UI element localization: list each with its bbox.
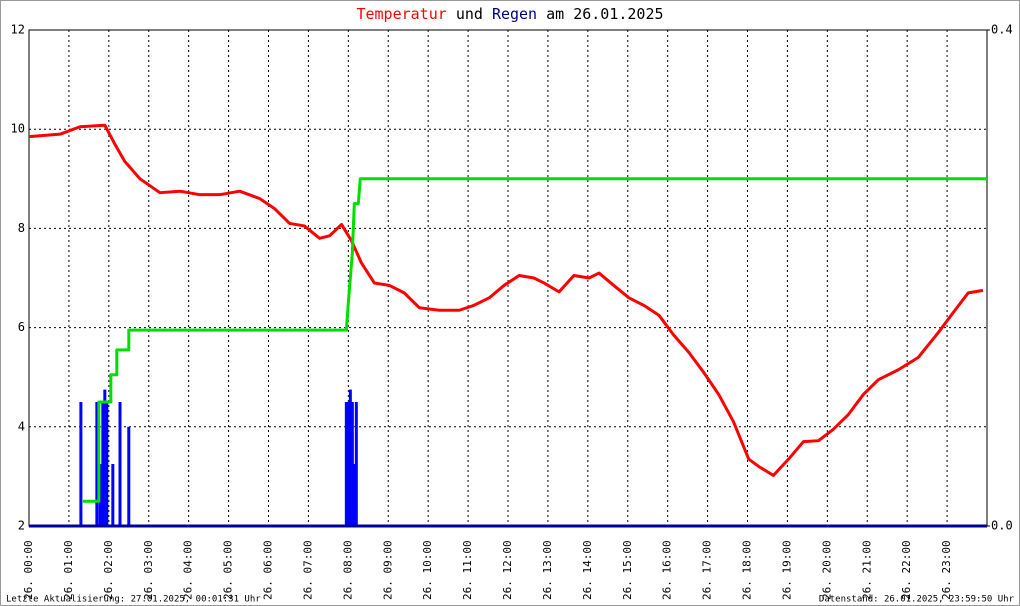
x-tick-label: 26. 11:00	[461, 540, 474, 600]
x-tick-label: 26. 23:00	[940, 540, 953, 600]
data-line	[28, 123, 984, 477]
title-rain: Regen	[492, 5, 537, 23]
y-tick-label: 2	[18, 519, 25, 533]
x-tick-label: 26. 15:00	[621, 540, 634, 600]
y-tick-label: 10	[11, 122, 25, 136]
title-date: am 26.01.2025	[546, 5, 663, 23]
rain-bar	[105, 402, 109, 526]
x-tick-label: 26. 16:00	[661, 540, 674, 600]
x-tick-label: 26. 14:00	[581, 540, 594, 600]
x-tick-label: 26. 18:00	[741, 540, 754, 600]
x-tick-label: 26. 17:00	[701, 540, 714, 600]
x-tick-label: 26. 10:00	[421, 540, 434, 600]
footer-left: Letzte Aktualisierung: 27.01.2025, 00:01…	[6, 595, 261, 605]
rain-bar	[101, 402, 105, 526]
x-tick-label: 26. 02:00	[102, 540, 115, 600]
y-tick-label: 4	[18, 419, 25, 433]
x-tick-label: 26. 19:00	[780, 540, 793, 600]
y-tick-label: 8	[18, 221, 25, 235]
title-temperature: Temperatur	[356, 5, 446, 23]
x-tick-label: 26. 04:00	[182, 540, 195, 600]
y2-tick-label: 0.4	[991, 23, 1013, 37]
y-tick-label: 12	[11, 23, 25, 37]
rain-bar	[348, 389, 352, 526]
chart-title: Temperatur und Regen am 26.01.2025	[356, 5, 663, 23]
rain-bar	[111, 464, 115, 526]
x-tick-label: 26. 20:00	[820, 540, 833, 600]
rain-bar	[350, 402, 354, 526]
rain-bar	[354, 402, 358, 526]
x-tick-label: 26. 01:00	[62, 540, 75, 600]
rain-bar	[352, 464, 356, 526]
y2-tick-label: 0.0	[991, 519, 1013, 533]
rain-bar	[103, 389, 107, 526]
x-tick-label: 26. 00:00	[22, 540, 35, 600]
data-line	[82, 177, 987, 503]
title-joiner: und	[456, 5, 483, 23]
x-tick-label: 26. 12:00	[501, 540, 514, 600]
x-tick-label: 26. 21:00	[860, 540, 873, 600]
footer-right: Datenstand: 26.01.2025, 23:59:50 Uhr	[819, 595, 1015, 605]
x-tick-label: 26. 22:00	[900, 540, 913, 600]
rain-bar	[344, 402, 348, 526]
x-tick-label: 26. 06:00	[262, 540, 275, 600]
y-tick-label: 6	[18, 320, 25, 334]
rain-bar	[118, 402, 122, 526]
rain-bar	[95, 402, 99, 526]
rain-bar	[127, 426, 131, 526]
x-tick-label: 26. 03:00	[142, 540, 155, 600]
rain-bar	[79, 402, 83, 526]
x-tick-label: 26. 09:00	[381, 540, 394, 600]
x-tick-label: 26. 07:00	[301, 540, 314, 600]
rain-bar	[346, 402, 350, 526]
x-tick-label: 26. 05:00	[222, 540, 235, 600]
x-tick-label: 26. 08:00	[341, 540, 354, 600]
x-tick-label: 26. 13:00	[541, 540, 554, 600]
